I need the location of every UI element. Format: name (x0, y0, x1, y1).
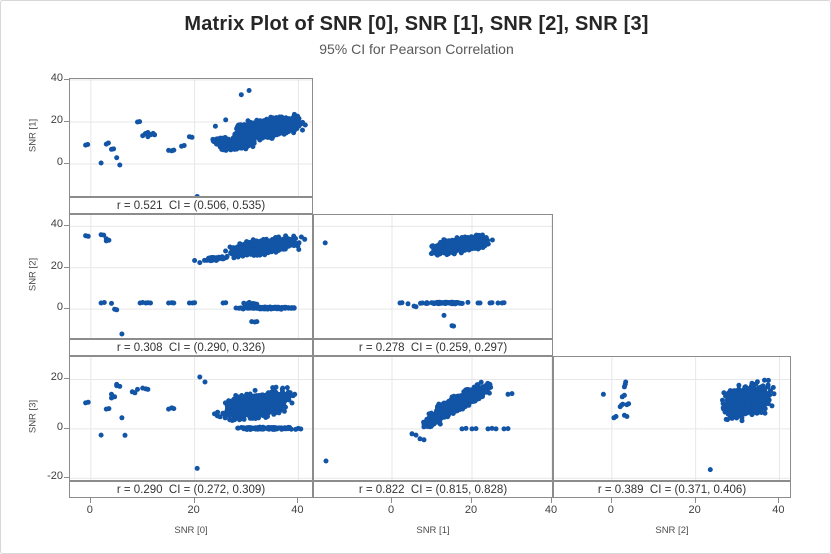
y-tick-mark (64, 225, 69, 227)
y-tick-label: 0 (56, 301, 63, 314)
scatter-dots-layer (314, 215, 552, 338)
chart-title: Matrix Plot of SNR [0], SNR [1], SNR [2]… (184, 13, 649, 35)
x-tick-mark (391, 498, 392, 503)
scatter-dots-layer (70, 79, 312, 196)
y-tick-mark (64, 79, 69, 81)
x-axis-title: SNR [0] (174, 525, 208, 536)
scatter-dots-layer (70, 215, 312, 338)
x-tick-label: 0 (387, 504, 395, 516)
x-tick-mark (89, 498, 91, 503)
y-axis-title: SNR [3] (27, 399, 39, 433)
x-tick-mark (471, 498, 472, 503)
y-tick-mark (64, 266, 69, 268)
x-axis-title: SNR [2] (655, 525, 689, 536)
x-tick-mark (551, 498, 552, 503)
x-tick-label: 20 (187, 504, 200, 516)
x-tick-label: 20 (464, 504, 478, 516)
y-tick-mark (64, 121, 69, 123)
scatter-panel-SNR1-vs-SNR0 (69, 78, 313, 197)
y-tick-label: 0 (56, 420, 63, 433)
y-tick-mark (64, 378, 69, 380)
y-axis-title: SNR [1] (27, 118, 39, 152)
x-tick-label: 40 (291, 504, 304, 516)
correlation-label-SNR3-vs-SNR1: r = 0.822 CI = (0.815, 0.828) (313, 481, 553, 498)
y-tick-label: 0 (56, 156, 63, 168)
y-axis-title: SNR [2] (27, 257, 39, 291)
correlation-label-SNR3-vs-SNR2: r = 0.389 CI = (0.371, 0.406) (553, 481, 791, 498)
y-tick-label: 40 (50, 72, 63, 85)
y-tick-label: -20 (47, 470, 63, 483)
y-tick-mark (64, 477, 69, 479)
x-tick-mark (193, 498, 195, 503)
x-tick-label: 20 (688, 504, 701, 516)
x-tick-mark (694, 498, 696, 503)
x-axis-title: SNR [1] (416, 525, 450, 536)
y-tick-mark (64, 308, 69, 310)
x-tick-label: 0 (607, 504, 614, 516)
y-tick-label: 20 (50, 371, 63, 384)
y-tick-mark (64, 163, 69, 164)
x-tick-label: 0 (86, 504, 93, 516)
chart-subtitle: 95% CI for Pearson Correlation (319, 41, 514, 57)
y-tick-mark (64, 427, 69, 429)
x-tick-label: 40 (544, 504, 558, 516)
scatter-panel-SNR3-vs-SNR2 (553, 356, 791, 481)
correlation-label-SNR1-vs-SNR0: r = 0.521 CI = (0.506, 0.535) (69, 197, 313, 214)
y-tick-label: 40 (50, 218, 63, 231)
scatter-panel-SNR3-vs-SNR1 (313, 356, 553, 481)
correlation-label-SNR2-vs-SNR1: r = 0.278 CI = (0.259, 0.297) (313, 339, 553, 356)
y-tick-label: 20 (50, 114, 63, 127)
correlation-label-SNR2-vs-SNR0: r = 0.308 CI = (0.290, 0.326) (69, 339, 313, 356)
x-tick-mark (778, 498, 780, 503)
correlation-label-SNR3-vs-SNR0: r = 0.290 CI = (0.272, 0.309) (69, 481, 313, 498)
scatter-dots-layer (314, 357, 552, 480)
scatter-dots-layer (554, 357, 790, 480)
x-tick-mark (297, 498, 299, 503)
x-tick-label: 40 (772, 504, 785, 516)
scatter-panel-SNR2-vs-SNR1 (313, 214, 553, 339)
scatter-dots-layer (70, 357, 312, 480)
scatter-panel-SNR2-vs-SNR0 (69, 214, 313, 339)
scatter-panel-SNR3-vs-SNR0 (69, 356, 313, 481)
x-tick-mark (610, 498, 612, 503)
y-tick-label: 20 (50, 259, 63, 272)
